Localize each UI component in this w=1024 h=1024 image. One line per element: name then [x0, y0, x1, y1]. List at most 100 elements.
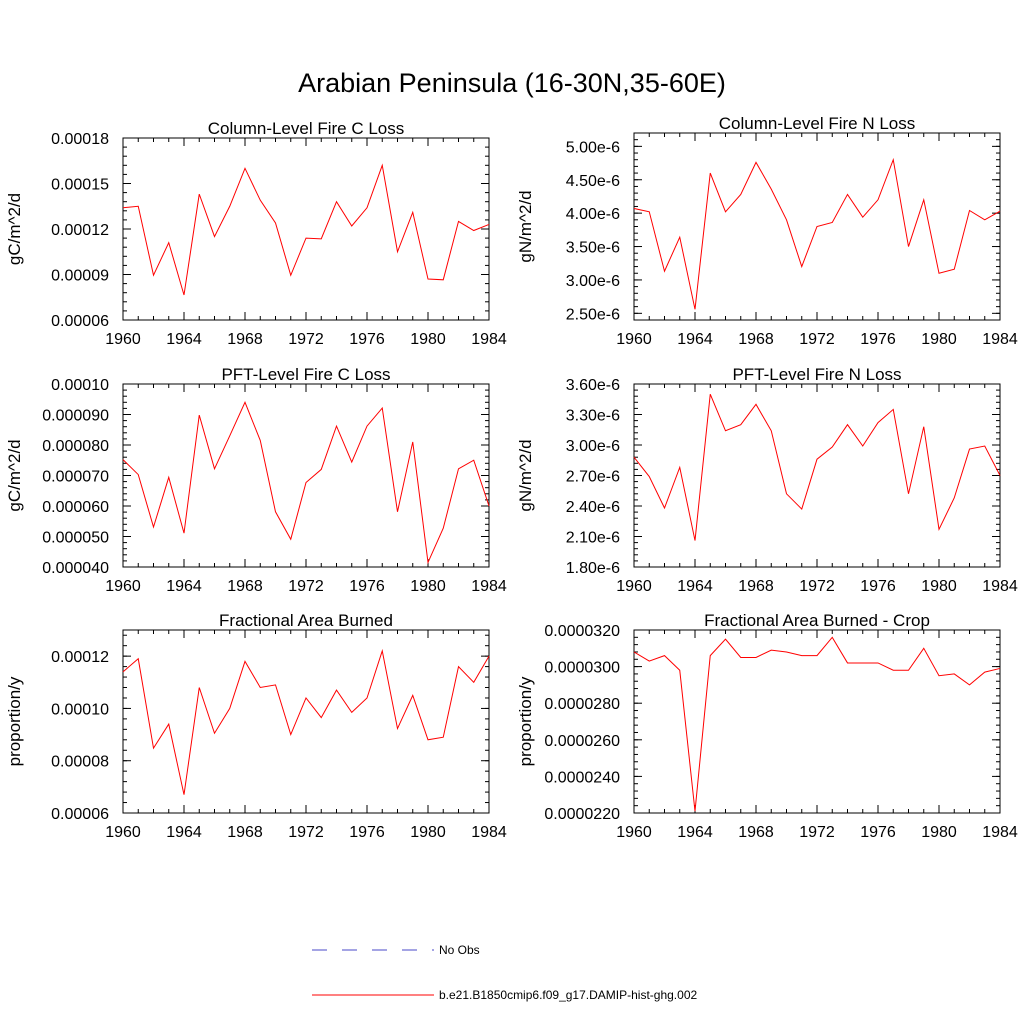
y-tick-label: 0.00012	[51, 222, 109, 239]
y-axis-label: gN/m^2/d	[516, 190, 535, 262]
y-tick-label: 2.50e-6	[566, 306, 620, 323]
y-axis-label: gC/m^2/d	[5, 439, 24, 511]
panel-title: Fractional Area Burned - Crop	[704, 611, 930, 630]
x-tick-label: 1968	[738, 578, 774, 595]
x-tick-label: 1972	[799, 824, 835, 841]
y-tick-label: 3.00e-6	[566, 273, 620, 290]
x-tick-label: 1984	[471, 824, 507, 841]
x-tick-label: 1972	[288, 331, 324, 348]
x-tick-label: 1976	[349, 824, 385, 841]
y-tick-label: 0.00006	[51, 806, 109, 823]
y-tick-label: 0.0000260	[544, 733, 620, 750]
y-tick-label: 1.80e-6	[566, 560, 620, 577]
y-tick-label: 0.00018	[51, 131, 109, 148]
chart-panel-3: PFT-Level Fire C Loss gC/m^2/d 1960 1964 196…	[5, 365, 507, 595]
series-line-1	[633, 393, 1001, 541]
x-tick-label: 1980	[410, 824, 446, 841]
panel-title: PFT-Level Fire N Loss	[732, 365, 901, 384]
y-tick-label: 3.30e-6	[566, 408, 620, 425]
y-tick-label: 4.50e-6	[566, 173, 620, 190]
x-tick-label: 1972	[288, 824, 324, 841]
y-tick-label: 0.00008	[51, 754, 109, 771]
series-line-1	[122, 648, 490, 795]
chart-panel-4: PFT-Level Fire N Loss gN/m^2/d 1960 1964 196…	[516, 365, 1018, 595]
x-tick-label: 1972	[799, 578, 835, 595]
y-tick-label: 0.0000320	[544, 623, 620, 640]
plot-frame	[633, 629, 1001, 814]
y-tick-label: 2.70e-6	[566, 469, 620, 486]
chart-panel-2: Column-Level Fire N Loss gN/m^2/d 1960 1964…	[516, 114, 1018, 348]
x-tick-label: 1968	[227, 824, 263, 841]
x-tick-label: 1984	[982, 824, 1018, 841]
main-title: Arabian Peninsula (16-30N,35-60E)	[298, 68, 726, 98]
x-tick-label: 1964	[677, 331, 713, 348]
y-axis-label: gN/m^2/d	[516, 439, 535, 511]
y-tick-label: 5.00e-6	[566, 139, 620, 156]
x-tick-label: 1984	[982, 578, 1018, 595]
y-tick-label: 0.0000280	[544, 696, 620, 713]
x-tick-label: 1960	[616, 824, 652, 841]
y-axis-label: proportion/y	[516, 676, 535, 766]
x-tick-label: 1976	[860, 824, 896, 841]
series-line-1	[122, 163, 490, 296]
legend-entry-1: No Obs	[312, 943, 480, 957]
x-tick-label: 1964	[166, 578, 202, 595]
panels: Column-Level Fire C Loss gC/m^2/d 1960 1964…	[5, 114, 1018, 841]
legend: No Obs b.e21.B1850cmip6.f09_g17.DAMIP-his…	[312, 943, 697, 1002]
panel-title: Column-Level Fire N Loss	[719, 114, 916, 133]
y-tick-label: 0.00012	[51, 649, 109, 666]
series-line-1	[633, 157, 1001, 310]
chart-panel-1: Column-Level Fire C Loss gC/m^2/d 1960 1964…	[5, 119, 507, 348]
series-line-1	[633, 636, 1001, 812]
y-tick-label: 2.10e-6	[566, 530, 620, 547]
x-tick-label: 1960	[616, 331, 652, 348]
x-tick-label: 1968	[227, 331, 263, 348]
y-axis-label: gC/m^2/d	[5, 193, 24, 265]
y-tick-label: 0.000090	[42, 408, 109, 425]
y-tick-label: 0.000040	[42, 560, 109, 577]
legend-label: No Obs	[439, 943, 480, 957]
y-tick-label: 0.0000240	[544, 769, 620, 786]
x-tick-label: 1984	[471, 331, 507, 348]
x-tick-label: 1968	[738, 824, 774, 841]
x-tick-label: 1984	[982, 331, 1018, 348]
x-tick-label: 1960	[105, 331, 141, 348]
y-tick-label: 3.60e-6	[566, 377, 620, 394]
y-tick-label: 4.00e-6	[566, 206, 620, 223]
x-tick-label: 1960	[105, 578, 141, 595]
y-tick-label: 0.00009	[51, 268, 109, 285]
y-tick-label: 0.00010	[51, 377, 109, 394]
y-tick-label: 0.00006	[51, 313, 109, 330]
panel-title: Column-Level Fire C Loss	[208, 119, 405, 138]
y-tick-label: 2.40e-6	[566, 499, 620, 516]
x-tick-label: 1968	[738, 331, 774, 348]
x-tick-label: 1972	[288, 578, 324, 595]
y-axis-label: proportion/y	[5, 676, 24, 766]
panel-title: Fractional Area Burned	[219, 611, 393, 630]
plot-frame	[122, 629, 490, 814]
x-tick-label: 1968	[227, 578, 263, 595]
plot-frame	[122, 383, 490, 568]
y-tick-label: 0.00015	[51, 177, 109, 194]
chart-panel-6: Fractional Area Burned - Crop proportion/…	[516, 611, 1018, 841]
x-tick-label: 1980	[410, 331, 446, 348]
x-tick-label: 1980	[921, 824, 957, 841]
y-tick-label: 0.0000220	[544, 806, 620, 823]
y-tick-label: 0.000050	[42, 530, 109, 547]
x-tick-label: 1960	[105, 824, 141, 841]
x-tick-label: 1976	[860, 331, 896, 348]
series-line-1	[122, 401, 490, 565]
y-tick-label: 0.000060	[42, 499, 109, 516]
x-tick-label: 1980	[921, 578, 957, 595]
chart-panel-5: Fractional Area Burned proportion/y 1960 19…	[5, 611, 507, 841]
y-tick-label: 0.00010	[51, 701, 109, 718]
y-tick-label: 0.000080	[42, 438, 109, 455]
x-tick-label: 1980	[921, 331, 957, 348]
plot-frame	[633, 383, 1001, 568]
x-tick-label: 1976	[860, 578, 896, 595]
legend-entry-2: b.e21.B1850cmip6.f09_g17.DAMIP-hist-ghg.…	[312, 988, 697, 1002]
x-tick-label: 1964	[677, 824, 713, 841]
x-tick-label: 1984	[471, 578, 507, 595]
legend-label: b.e21.B1850cmip6.f09_g17.DAMIP-hist-ghg.…	[439, 988, 697, 1002]
